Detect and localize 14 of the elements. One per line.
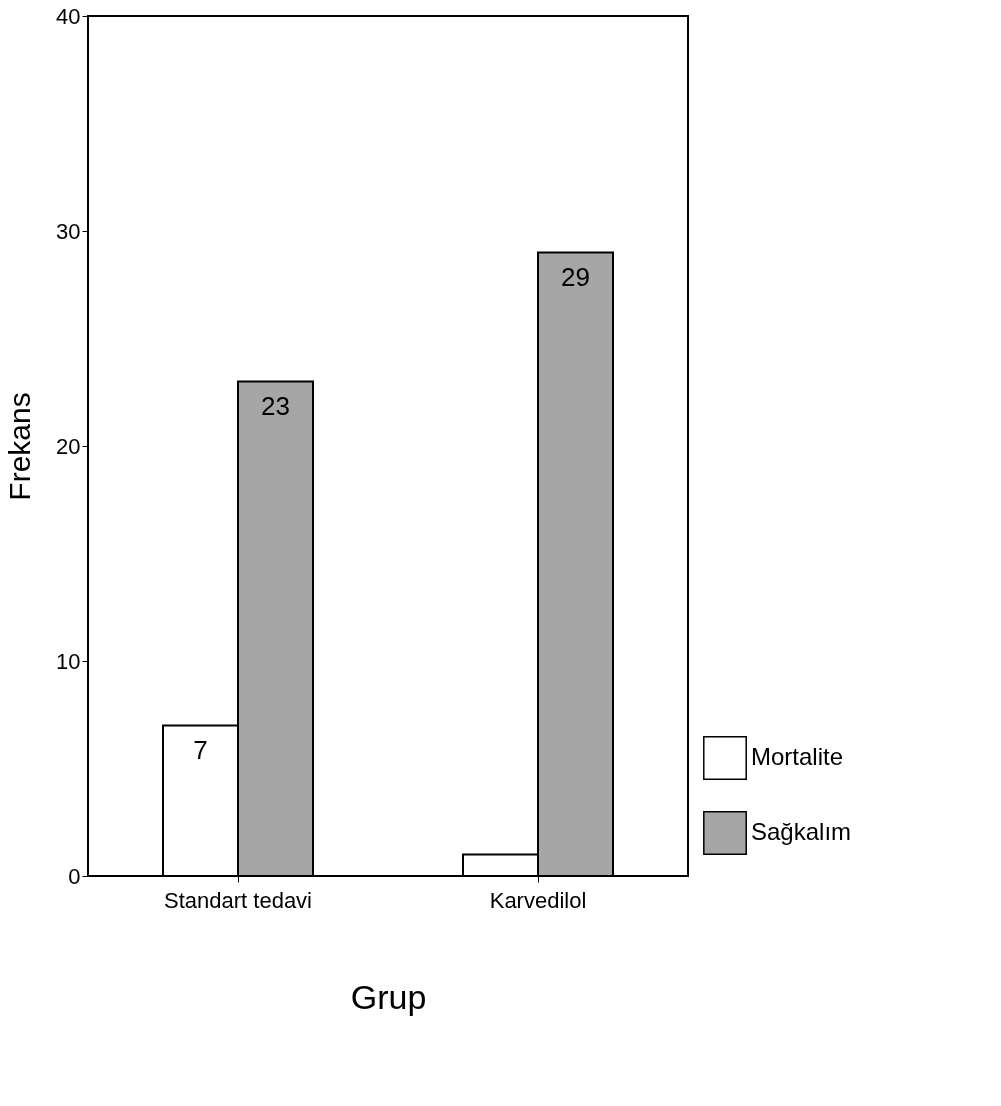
data-label: 7 (193, 734, 208, 765)
x-tick-label: Karvedilol (489, 887, 587, 913)
y-tick-label: 30 (56, 218, 81, 244)
y-tick-label: 0 (68, 863, 81, 889)
y-tick-label: 20 (56, 433, 81, 459)
data-label: 29 (561, 261, 590, 292)
legend-label: Mortalite (751, 743, 844, 770)
y-tick-label: 40 (56, 3, 81, 29)
x-tick-label: Standart tedavi (164, 887, 312, 913)
y-axis-title: Frekans (3, 392, 37, 501)
y-tick-label: 10 (56, 648, 81, 674)
data-label: 23 (261, 390, 290, 421)
legend-label: Sağkalım (751, 818, 852, 845)
x-axis-title: Grup (350, 977, 427, 1016)
